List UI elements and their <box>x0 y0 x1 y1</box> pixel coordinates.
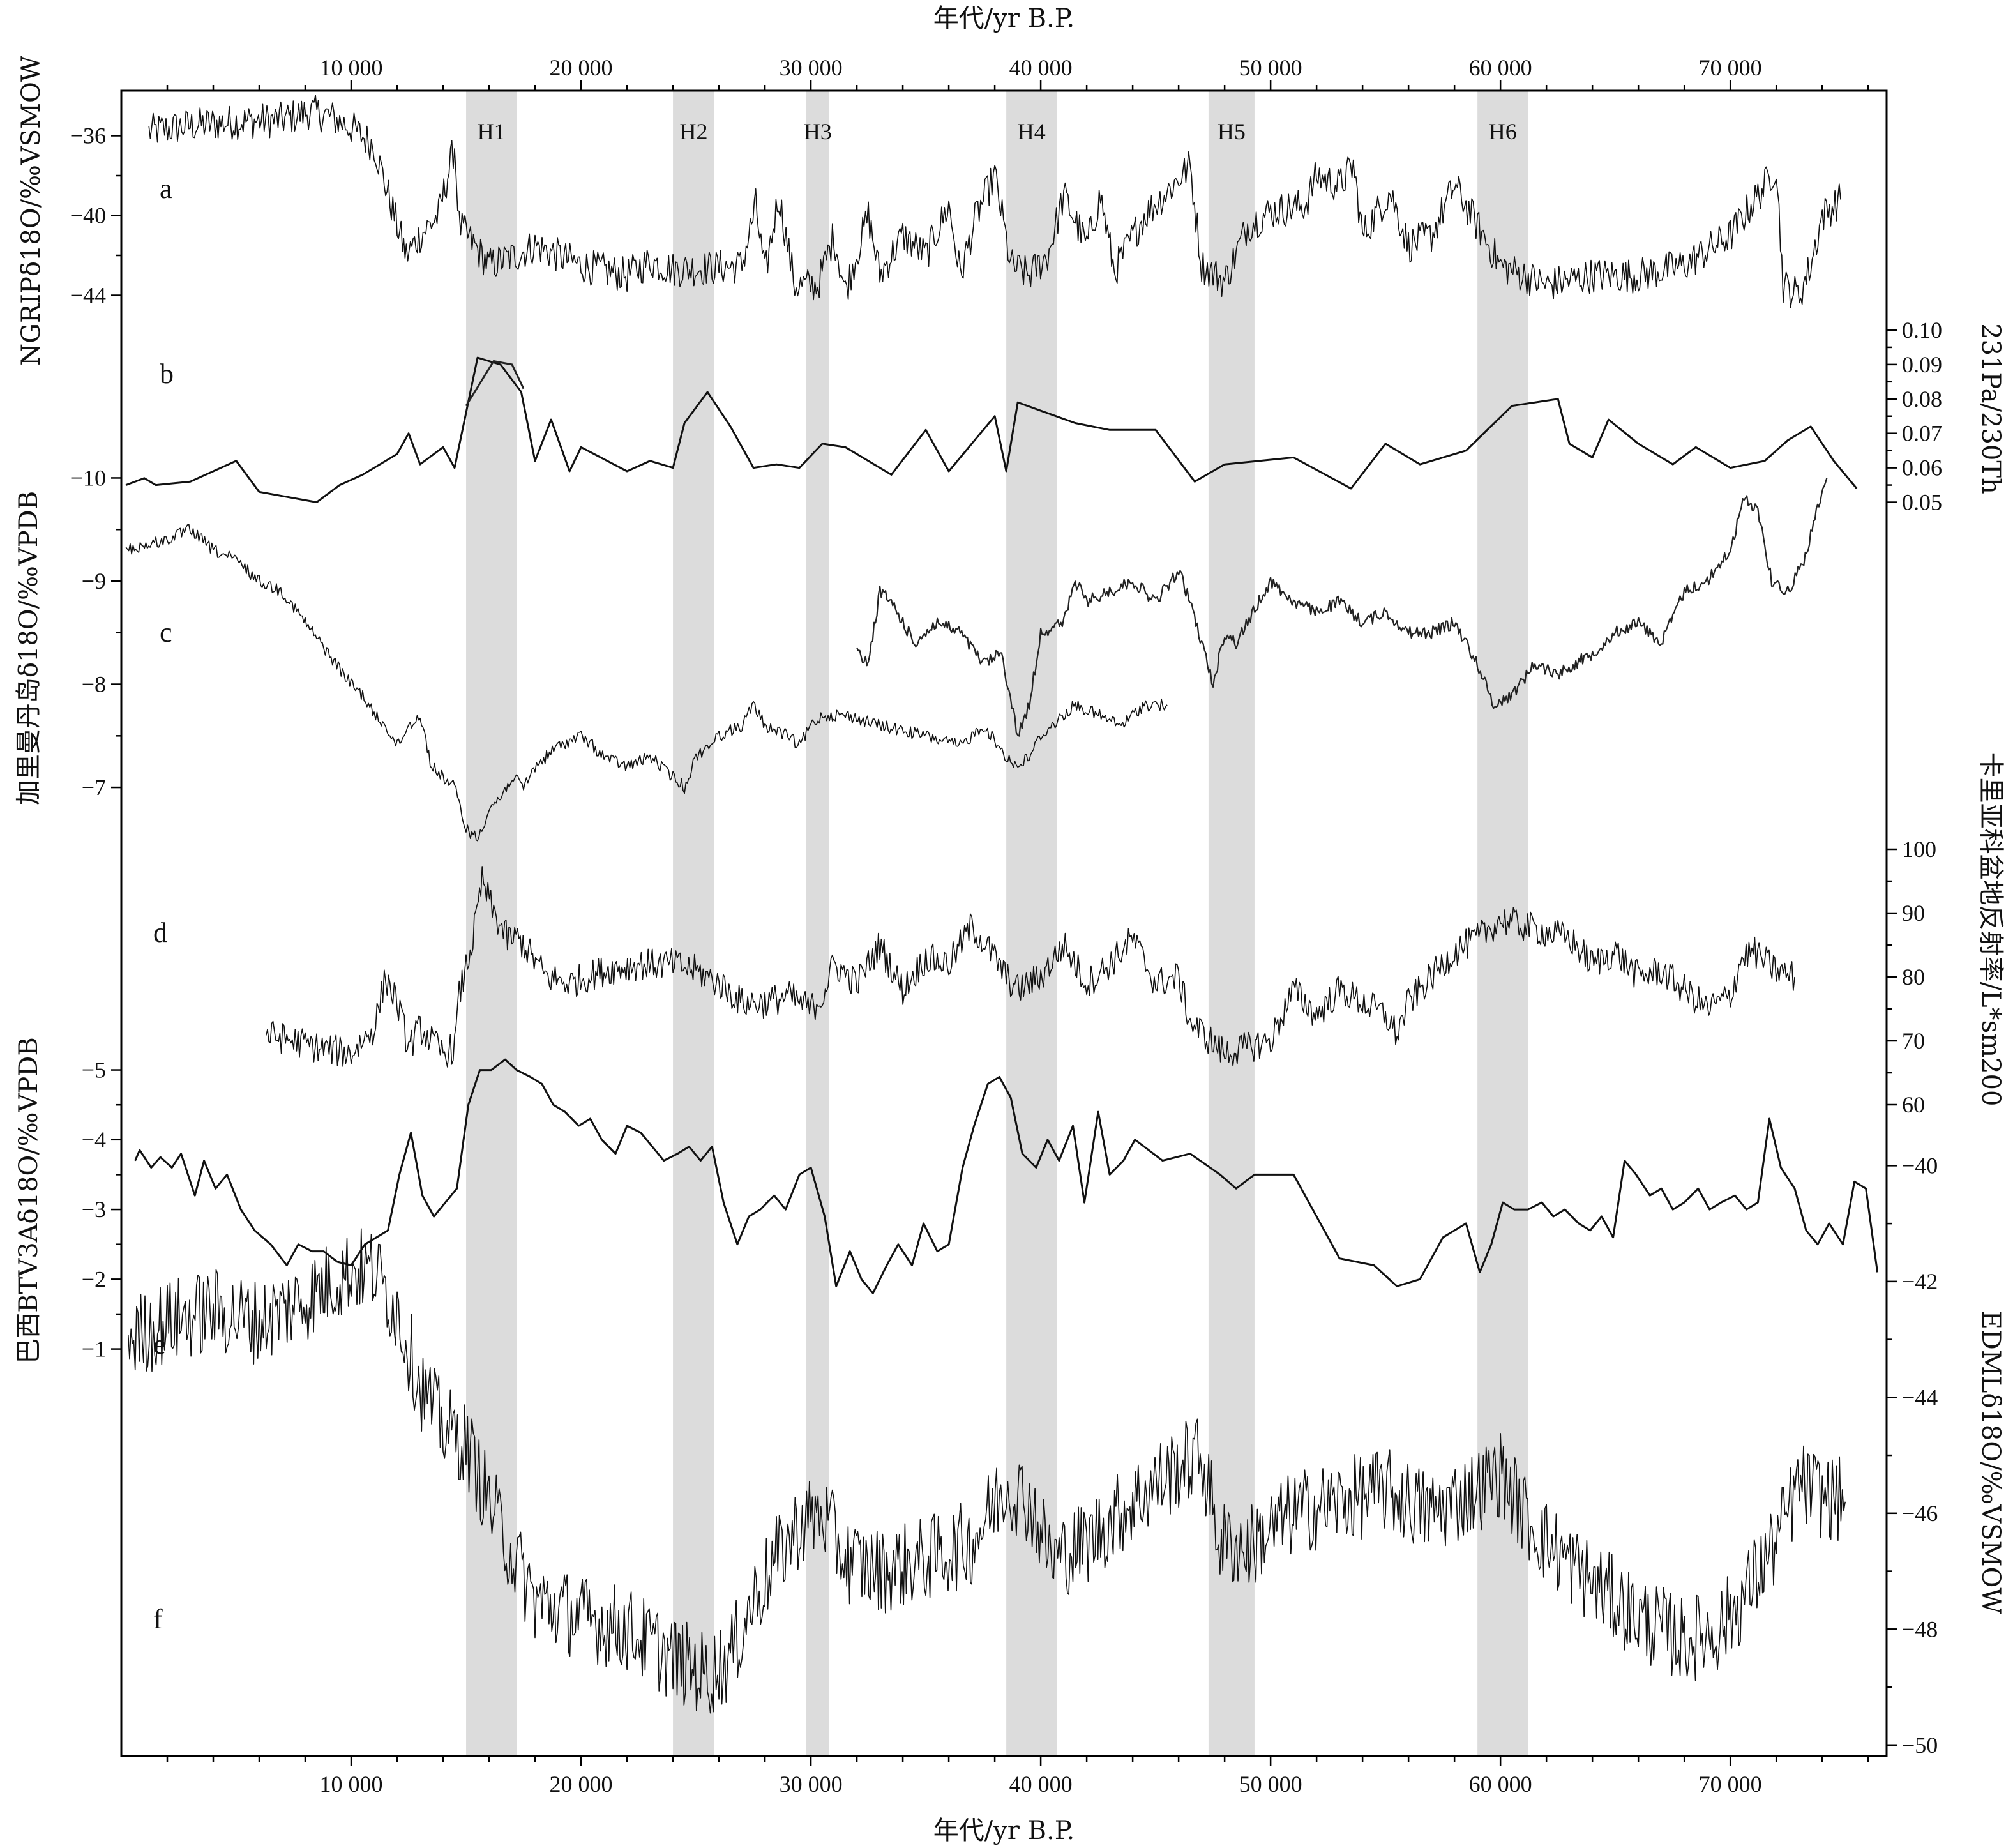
y-tick-label-e: −1 <box>82 1337 106 1362</box>
plot-border <box>120 89 1888 1757</box>
x-tick-label-bottom: 10 000 <box>320 1771 383 1797</box>
y-tick-label-e: −4 <box>82 1127 106 1153</box>
y-tick-label-f: −48 <box>1902 1616 1938 1642</box>
y-tick-label-e: −5 <box>82 1057 106 1083</box>
y-tick-label-c: −9 <box>82 568 106 594</box>
panel-letter-c: c <box>160 617 172 648</box>
x-tick-label-bottom: 20 000 <box>550 1771 613 1797</box>
y-tick-label-e: −3 <box>82 1197 106 1222</box>
heinrich-bands <box>466 91 1528 1756</box>
y-axis-title-c: 加里曼丹岛δ18O/‰VPDB <box>14 491 43 805</box>
y-axis-title-b: 231Pa/230Th <box>1976 323 2005 494</box>
y-tick-label-a: −36 <box>70 123 106 149</box>
y-tick-label-e: −2 <box>82 1266 106 1292</box>
heinrich-label-h4: H4 <box>1018 119 1046 144</box>
heinrich-band-h3 <box>806 91 829 1756</box>
y-tick-label-d: 70 <box>1902 1028 1925 1054</box>
heinrich-label-h2: H2 <box>679 119 707 144</box>
panel-letter-d: d <box>153 917 167 948</box>
data-series <box>125 95 1879 1714</box>
x-tick-label-bottom: 30 000 <box>780 1771 843 1797</box>
y-tick-label-b: 0.07 <box>1902 421 1942 446</box>
y-tick-label-d: 80 <box>1902 964 1925 990</box>
y-tick-label-c: −8 <box>82 672 106 697</box>
panel-letter-f: f <box>153 1603 163 1635</box>
y-tick-label-a: −44 <box>70 283 106 308</box>
series-line-e <box>134 1058 1879 1294</box>
series-line-d <box>266 866 1795 1068</box>
y-tick-label-b: 0.09 <box>1902 352 1942 377</box>
heinrich-label-h5: H5 <box>1218 119 1246 144</box>
x-tick-label-bottom: 70 000 <box>1699 1771 1762 1797</box>
x-tick-label-bottom: 50 000 <box>1239 1771 1302 1797</box>
y-tick-label-f: −50 <box>1902 1732 1938 1758</box>
y-tick-label-f: −42 <box>1902 1269 1938 1294</box>
series-line-b <box>125 356 1858 503</box>
y-tick-label-b: 0.10 <box>1902 317 1942 343</box>
y-tick-label-a: −40 <box>70 203 106 229</box>
x-axis-title-top: 年代/yr B.P. <box>933 4 1075 33</box>
y-tick-label-f: −44 <box>1902 1384 1938 1410</box>
y-tick-label-f: −40 <box>1902 1153 1938 1178</box>
y-tick-label-d: 60 <box>1902 1092 1925 1117</box>
y-axis-title-d: 卡里亚科盆地反射率/L*sm200 <box>1976 752 2005 1107</box>
x-tick-label-top: 20 000 <box>550 55 613 80</box>
heinrich-band-h5 <box>1208 91 1255 1756</box>
axis-labels: 10 000 10 000 20 000 20 000 30 000 30 000 40 0… <box>14 4 2005 1845</box>
panel-letter-e: e <box>153 1329 166 1360</box>
heinrich-band-h4 <box>1006 91 1057 1756</box>
y-tick-label-d: 90 <box>1902 900 1925 926</box>
y-axis-title-f: EDMLδ18O/‰VSMOW <box>1976 1311 2005 1614</box>
panel-letter-b: b <box>160 358 174 390</box>
x-tick-label-bottom: 60 000 <box>1469 1771 1532 1797</box>
panel-letter-a: a <box>160 173 172 204</box>
series-line-c <box>125 524 1168 842</box>
series-line-a <box>148 95 1841 308</box>
y-tick-label-b: 0.08 <box>1902 386 1942 412</box>
heinrich-band-h2 <box>673 91 714 1756</box>
series-line-c-extra-1 <box>856 478 1828 737</box>
series-line-b-extra-1 <box>465 360 525 407</box>
heinrich-label-h1: H1 <box>478 119 506 144</box>
x-tick-label-top: 30 000 <box>780 55 843 80</box>
plot-frame <box>111 80 1897 1766</box>
y-tick-label-c: −7 <box>82 775 106 800</box>
y-tick-label-b: 0.06 <box>1902 455 1942 481</box>
x-tick-label-bottom: 40 000 <box>1009 1771 1073 1797</box>
y-axis-title-e: 巴西BTV3Aδ18O/‰VPDB <box>14 1037 43 1363</box>
x-tick-label-top: 60 000 <box>1469 55 1532 80</box>
y-tick-label-f: −46 <box>1902 1501 1938 1526</box>
y-tick-label-b: 0.05 <box>1902 490 1942 515</box>
series-line-f <box>128 1228 1846 1714</box>
y-tick-label-d: 100 <box>1902 837 1936 862</box>
heinrich-label-h3: H3 <box>804 119 832 144</box>
x-axis-title-bottom: 年代/yr B.P. <box>933 1816 1075 1845</box>
x-tick-label-top: 70 000 <box>1699 55 1762 80</box>
y-axis-title-a: NGRIPδ18O/‰VSMOW <box>17 56 46 366</box>
x-tick-label-top: 40 000 <box>1009 55 1073 80</box>
heinrich-label-h6: H6 <box>1489 119 1517 144</box>
x-tick-label-top: 50 000 <box>1239 55 1302 80</box>
x-tick-label-top: 10 000 <box>320 55 383 80</box>
y-tick-label-c: −10 <box>70 465 106 490</box>
